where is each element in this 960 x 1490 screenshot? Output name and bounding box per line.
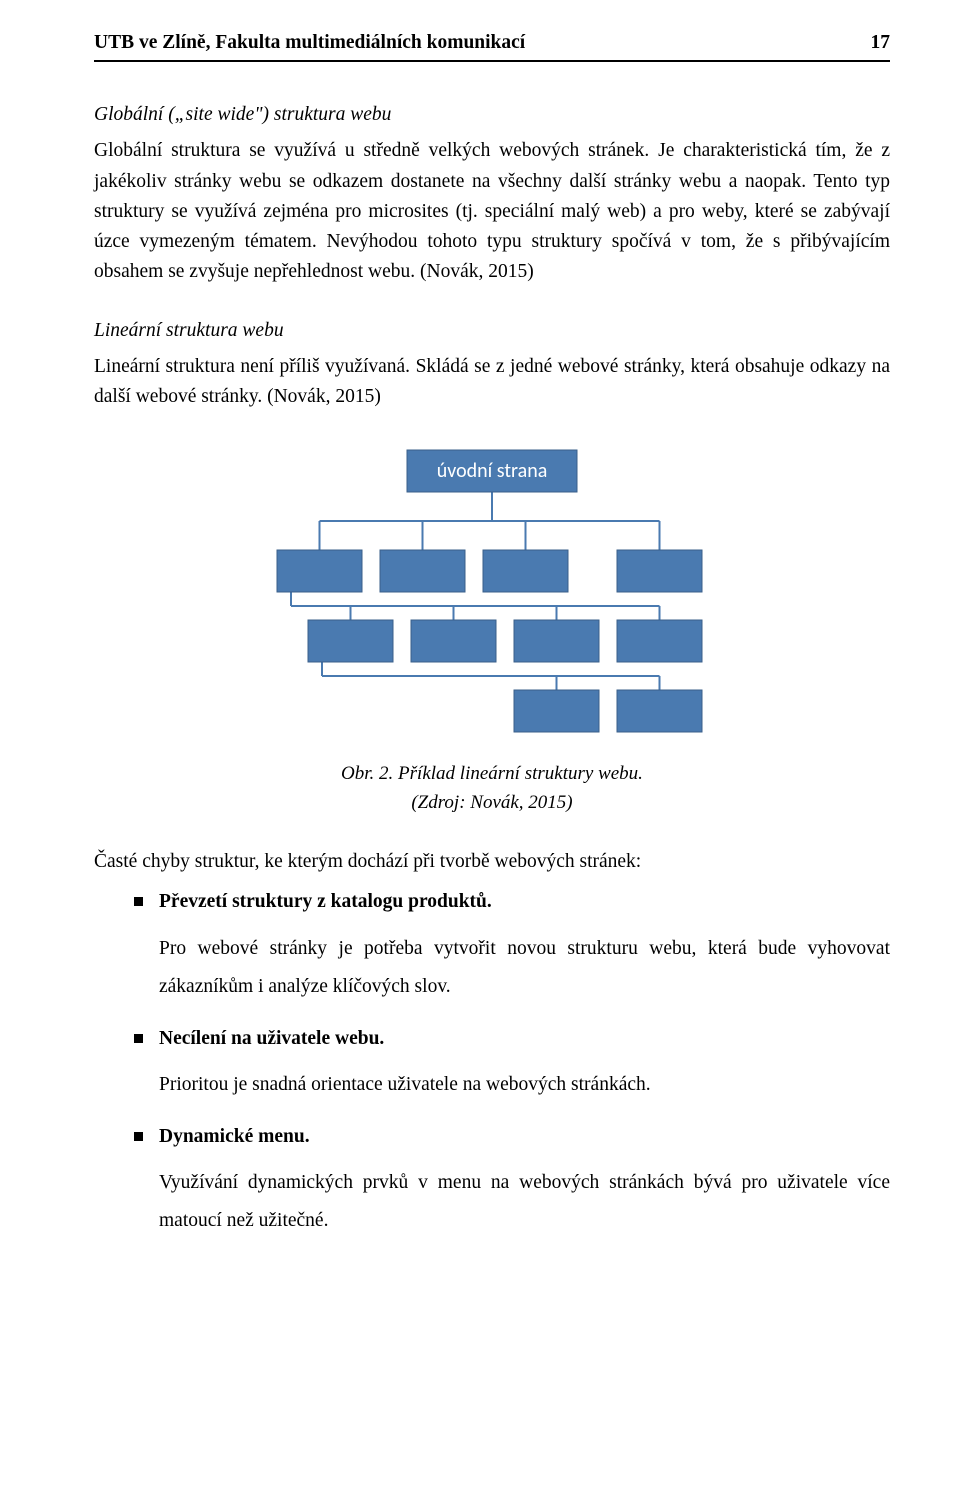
diagram-svg: úvodní strana [242,440,742,750]
mistake-item: Dynamické menu. Využívání dynamických prv… [134,1122,890,1240]
section-1-body: Globální struktura se využívá u středně … [94,136,890,287]
diagram-node [514,620,599,662]
header-left: UTB ve Zlíně, Fakulta multimediálních ko… [94,28,525,58]
mistake-title: Převzetí struktury z katalogu produktů. [159,887,492,917]
mistake-title: Necílení na uživatele webu. [159,1024,384,1054]
section-1-title: Globální („site wide") struktura webu [94,100,890,130]
diagram-node [617,620,702,662]
section-2-title: Lineární struktura webu [94,316,890,346]
diagram-node [308,620,393,662]
diagram-node [617,550,702,592]
mistake-title: Dynamické menu. [159,1122,310,1152]
bullet-icon [134,1034,143,1043]
mistake-body: Využívání dynamických prvků v menu na we… [159,1164,890,1240]
mistakes-list: Převzetí struktury z katalogu produktů. P… [94,887,890,1240]
diagram-node [483,550,568,592]
mistake-item: Necílení na uživatele webu. Prioritou je … [134,1024,890,1104]
caption-line-2: (Zdroj: Novák, 2015) [411,792,572,813]
header-page-number: 17 [871,28,891,58]
diagram-node [514,690,599,732]
figure-caption: Obr. 2. Příklad lineární struktury webu.… [341,760,643,817]
mistakes-intro: Časté chyby struktur, ke kterým dochází … [94,847,890,877]
mistake-item: Převzetí struktury z katalogu produktů. P… [134,887,890,1005]
section-2-body: Lineární struktura není příliš využívaná… [94,352,890,412]
diagram-node [411,620,496,662]
caption-line-1: Obr. 2. Příklad lineární struktury webu. [341,763,643,784]
diagram-node [617,690,702,732]
diagram-node [277,550,362,592]
diagram-root-label: úvodní strana [437,459,548,483]
page-header: UTB ve Zlíně, Fakulta multimediálních ko… [94,28,890,62]
mistake-body: Pro webové stránky je potřeba vytvořit n… [159,930,890,1006]
diagram-node [380,550,465,592]
bullet-icon [134,897,143,906]
structure-diagram: úvodní strana Obr. 2. Příklad lineární s… [94,440,890,817]
mistake-body: Prioritou je snadná orientace uživatele … [159,1066,890,1104]
bullet-icon [134,1132,143,1141]
